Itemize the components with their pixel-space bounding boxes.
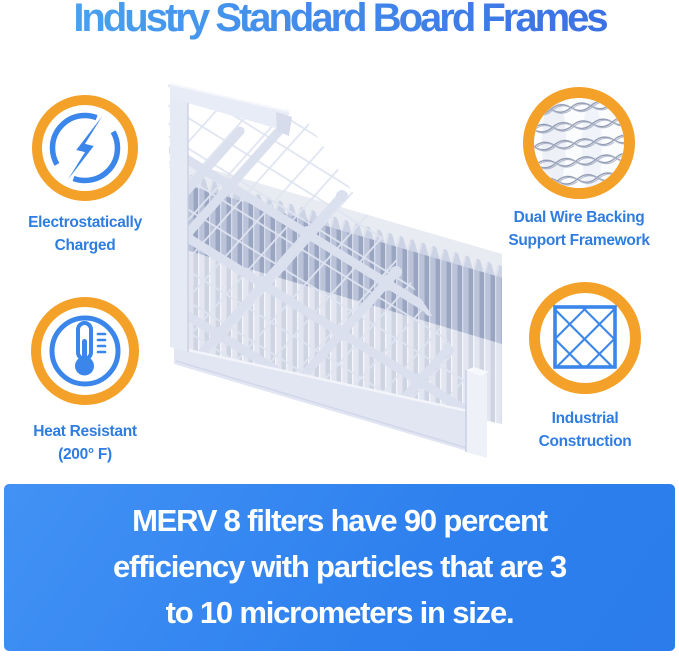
thermometer-icon-glyph	[49, 315, 121, 387]
banner-text-line: MERV 8 filters have 90 percent	[132, 503, 548, 538]
info-banner: MERV 8 filters have 90 percent efficienc…	[4, 484, 675, 651]
lattice-icon-glyph	[553, 305, 617, 369]
feature-label-line: Support Framework	[508, 232, 650, 249]
board-frame	[169, 83, 489, 458]
feature-dual-wire-backing: Dual Wire Backing Support Framework	[494, 87, 664, 252]
feature-industrial-construction: Industrial Construction	[500, 282, 670, 453]
feature-heat-resistant: Heat Resistant (200° F)	[0, 297, 170, 466]
feature-label-line: Heat Resistant	[33, 423, 137, 440]
feature-label: Electrostatically Charged	[28, 211, 142, 257]
feature-label-line: (200° F)	[58, 446, 112, 463]
feature-label: Dual Wire Backing Support Framework	[508, 206, 650, 252]
feature-label-line: Electrostatically	[28, 214, 142, 231]
feature-electrostatically-charged: Electrostatically Charged	[0, 95, 170, 257]
air-filter-product-image	[160, 73, 505, 473]
feature-label-line: Construction	[538, 433, 632, 450]
feature-label: Heat Resistant (200° F)	[33, 420, 137, 466]
wire-mesh-icon-glyph	[534, 98, 624, 188]
banner-text-line: efficiency with particles that are 3	[113, 549, 567, 584]
page-title: Industry Standard Board Frames	[0, 0, 679, 41]
wire-mesh-icon	[523, 87, 635, 199]
lightning-icon	[32, 95, 138, 201]
banner-text-line: to 10 micrometers in size.	[165, 595, 515, 630]
feature-label-line: Industrial	[551, 410, 619, 427]
air-filter-render	[168, 83, 502, 458]
feature-label-line: Charged	[54, 237, 116, 254]
thermometer-icon	[31, 297, 139, 405]
feature-label-line: Dual Wire Backing	[513, 209, 645, 226]
lattice-icon	[529, 282, 641, 394]
feature-label: Industrial Construction	[539, 407, 632, 453]
lightning-icon-glyph	[49, 112, 121, 184]
